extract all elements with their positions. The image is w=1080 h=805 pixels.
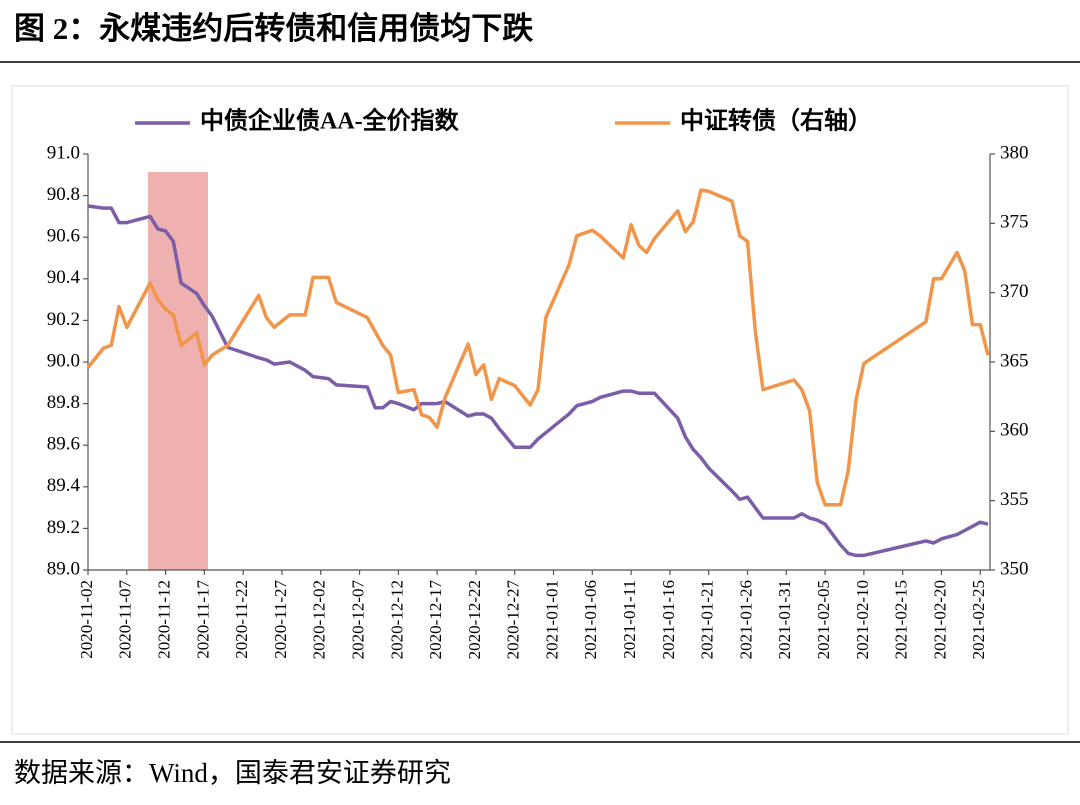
x-tick-label: 2021-01-26 (736, 580, 755, 659)
y2-tick-label: 380 (1000, 142, 1029, 163)
chart-frame (11, 85, 1069, 735)
x-tick-label: 2020-12-27 (504, 580, 523, 660)
x-tick-label: 2021-01-31 (775, 580, 794, 659)
x-tick-label: 2020-12-07 (348, 580, 367, 660)
x-tick-label: 2021-02-20 (930, 580, 949, 659)
y2-tick-label: 355 (1000, 489, 1029, 510)
series-line (87, 204, 989, 558)
y-tick-label: 90.2 (47, 309, 80, 330)
x-tick-label: 2020-11-07 (116, 580, 135, 659)
y-tick-label: 89.6 (47, 434, 80, 455)
y-tick-label: 90.8 (47, 184, 80, 205)
y-tick-label: 90.0 (47, 350, 80, 371)
y2-tick-label: 360 (1000, 420, 1029, 441)
series-line (86, 188, 990, 507)
legend-label: 中证转债（右轴） (680, 107, 872, 135)
y-tick-label: 89.0 (47, 558, 80, 579)
x-tick-label: 2021-01-06 (581, 580, 600, 659)
y2-tick-label: 375 (1000, 212, 1029, 233)
x-tick-label: 2020-11-12 (154, 580, 173, 659)
x-tick-label: 2021-01-01 (542, 580, 561, 659)
y-tick-label: 89.8 (47, 392, 80, 413)
x-tick-label: 2021-02-15 (892, 580, 911, 659)
y-tick-label: 89.2 (47, 517, 80, 538)
x-tick-label: 2021-01-16 (659, 580, 678, 659)
x-tick-label: 2021-02-25 (969, 580, 988, 659)
source-note: 数据来源：Wind，国泰君安证券研究 (14, 758, 451, 788)
x-tick-label: 2020-12-02 (310, 580, 329, 659)
y2-tick-label: 370 (1000, 281, 1029, 302)
x-tick-label: 2020-12-22 (465, 580, 484, 659)
highlight-band (148, 172, 208, 570)
y-tick-label: 90.6 (47, 226, 80, 247)
x-tick-label: 2021-01-21 (698, 580, 717, 659)
y-tick-label: 91.0 (47, 142, 80, 163)
figure-title: 图 2：永煤违约后转债和信用债均下跌 (14, 11, 533, 46)
x-tick-label: 2020-11-17 (193, 580, 212, 659)
y2-tick-label: 365 (1000, 350, 1029, 371)
x-tick-label: 2020-12-17 (426, 580, 445, 660)
x-tick-label: 2020-11-27 (271, 580, 290, 659)
x-tick-label: 2020-12-12 (387, 580, 406, 659)
x-tick-label: 2020-11-22 (232, 580, 251, 659)
x-tick-label: 2021-02-05 (814, 580, 833, 659)
x-tick-label: 2021-01-11 (620, 580, 639, 659)
y-tick-label: 89.4 (47, 475, 81, 496)
legend-label: 中债企业债AA-全价指数 (200, 107, 460, 135)
x-tick-label: 2021-02-10 (853, 580, 872, 659)
y-tick-label: 90.4 (47, 267, 81, 288)
y2-tick-label: 350 (1000, 558, 1029, 579)
x-tick-label: 2020-11-02 (77, 580, 96, 659)
